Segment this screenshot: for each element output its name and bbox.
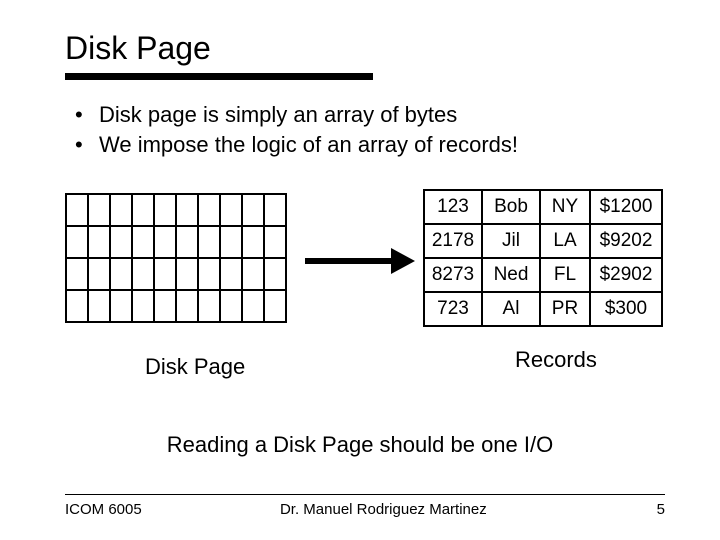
cell: Bob xyxy=(482,190,540,224)
cell: PR xyxy=(540,292,590,326)
cell: 123 xyxy=(424,190,482,224)
bullet-list: Disk page is simply an array of bytes We… xyxy=(75,100,665,159)
bullet-item: Disk page is simply an array of bytes xyxy=(75,100,665,130)
cell: Al xyxy=(482,292,540,326)
cell: Ned xyxy=(482,258,540,292)
records-label: Records xyxy=(515,347,597,373)
cell: $9202 xyxy=(590,224,662,258)
footer-page-number: 5 xyxy=(625,501,665,518)
cell: Jil xyxy=(482,224,540,258)
disk-page-label: Disk Page xyxy=(145,354,245,380)
byte-array-grid xyxy=(65,193,287,323)
table-row: 8273 Ned FL $2902 xyxy=(424,258,662,292)
cell: 2178 xyxy=(424,224,482,258)
cell: 8273 xyxy=(424,258,482,292)
arrow-icon xyxy=(305,251,415,271)
footer-author: Dr. Manuel Rodriguez Martinez xyxy=(142,501,625,518)
table-row: 2178 Jil LA $9202 xyxy=(424,224,662,258)
cell: FL xyxy=(540,258,590,292)
slide-title: Disk Page xyxy=(65,30,665,67)
cell: NY xyxy=(540,190,590,224)
diagram-area: 123 Bob NY $1200 2178 Jil LA $9202 8273 … xyxy=(65,189,665,389)
footer: ICOM 6005 Dr. Manuel Rodriguez Martinez … xyxy=(0,494,720,518)
cell: $2902 xyxy=(590,258,662,292)
cell: $300 xyxy=(590,292,662,326)
table-row: 123 Bob NY $1200 xyxy=(424,190,662,224)
cell: LA xyxy=(540,224,590,258)
title-underline xyxy=(65,73,373,80)
cell: 723 xyxy=(424,292,482,326)
table-row: 723 Al PR $300 xyxy=(424,292,662,326)
records-table: 123 Bob NY $1200 2178 Jil LA $9202 8273 … xyxy=(423,189,663,327)
footer-course: ICOM 6005 xyxy=(65,501,142,518)
slide: Disk Page Disk page is simply an array o… xyxy=(0,0,720,540)
subtitle: Reading a Disk Page should be one I/O xyxy=(0,432,720,458)
bullet-item: We impose the logic of an array of recor… xyxy=(75,130,665,160)
cell: $1200 xyxy=(590,190,662,224)
footer-rule xyxy=(65,494,665,495)
